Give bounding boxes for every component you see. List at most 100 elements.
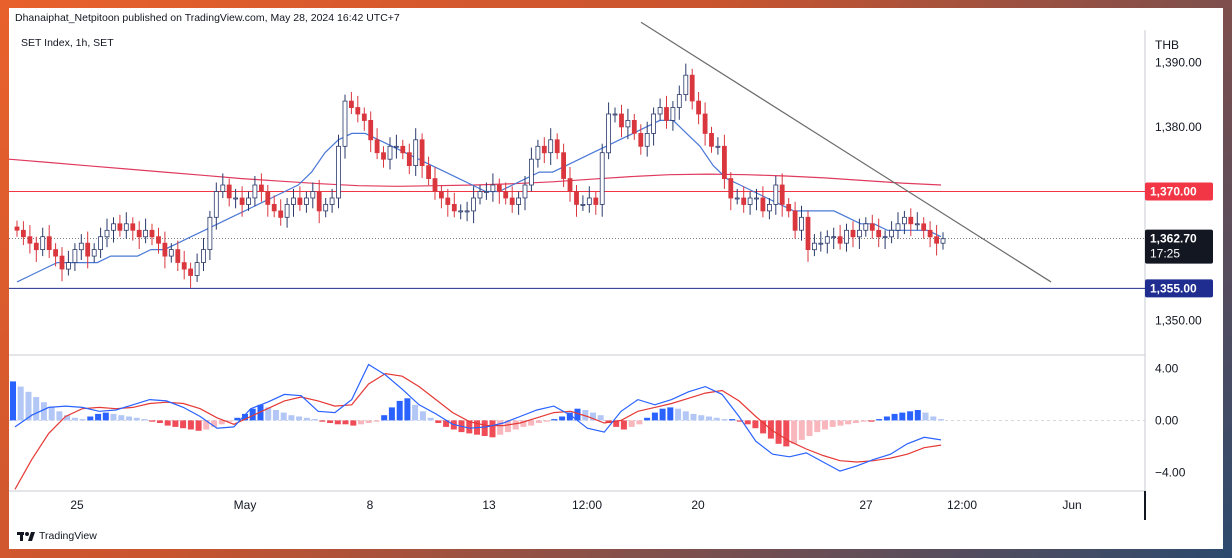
currency-label: THB [1155, 38, 1179, 52]
macd-histogram-bar [95, 413, 102, 421]
macd-histogram-bar [203, 420, 210, 430]
macd-histogram-bar [883, 416, 890, 421]
macd-histogram-bar [760, 420, 767, 434]
candle [123, 223, 129, 231]
candle [117, 223, 123, 231]
candle [271, 203, 277, 212]
macd-histogram-bar [736, 420, 743, 422]
candle [837, 236, 843, 244]
candle [336, 145, 341, 199]
chart-canvas[interactable]: THB 1,390.00 1,380.00 1,350.00 1,370.00 … [9, 8, 1223, 549]
candle [509, 197, 515, 205]
candle [246, 197, 251, 205]
candle [902, 216, 907, 225]
candle [162, 242, 168, 257]
macd-histogram-bar [783, 420, 790, 447]
macd-histogram-bar [87, 416, 94, 421]
candle [876, 229, 882, 238]
macd-histogram-bar [798, 420, 805, 440]
macd-histogram-bar [744, 420, 751, 425]
candle [644, 133, 650, 147]
time-tick-label: May [234, 498, 257, 512]
time-tick-label: 20 [691, 498, 705, 512]
candle [445, 197, 451, 205]
macd-histogram-bar [829, 420, 836, 427]
macd-histogram-bar [40, 402, 47, 421]
macd-histogram-bar [675, 408, 682, 421]
candle [46, 236, 52, 250]
macd-histogram-bar [559, 416, 566, 421]
candle [921, 223, 927, 231]
macd-tick-label: 0.00 [1155, 413, 1179, 427]
candle [529, 158, 534, 186]
macd-histogram-bar [698, 415, 705, 421]
candle [419, 139, 425, 167]
candle [496, 184, 502, 192]
macd-histogram-bar [860, 420, 867, 422]
macd-histogram-bar [265, 407, 272, 421]
trendline[interactable] [640, 21, 1052, 283]
candle [625, 120, 631, 128]
macd-histogram-bar [837, 420, 844, 426]
time-tick-label: 8 [367, 498, 374, 512]
candle [773, 184, 779, 205]
candle [522, 184, 528, 199]
macd-histogram-bar [419, 411, 426, 421]
candle [348, 100, 354, 108]
candle [130, 223, 136, 231]
macd-histogram-bar [729, 419, 736, 421]
time-tick-label: 13 [482, 498, 496, 512]
candle [670, 107, 676, 121]
macd-histogram-bar [899, 412, 906, 421]
macd-histogram-bar [528, 420, 535, 426]
macd-histogram-bar [388, 407, 395, 421]
candle [631, 120, 637, 134]
candle [451, 203, 457, 212]
candle [181, 262, 187, 270]
macd-line [14, 363, 942, 472]
macd-histogram-bar [706, 416, 712, 421]
macd-histogram-bar [412, 404, 419, 421]
tradingview-watermark[interactable]: TradingView [17, 530, 97, 542]
macd-histogram-bar [404, 398, 411, 421]
macd-histogram-bar [358, 420, 364, 425]
candle [927, 229, 933, 238]
macd-histogram-bar [288, 415, 295, 421]
tradingview-logo-icon [17, 532, 35, 541]
candle [406, 152, 412, 166]
time-tick-label: 27 [859, 498, 873, 512]
macd-histogram-bar [319, 420, 326, 422]
macd-histogram-bar [930, 416, 937, 421]
candle [715, 145, 721, 148]
macd-histogram-bar [907, 411, 914, 421]
last-price-label: 1,362.70 [1150, 232, 1197, 246]
ema-short-line [16, 119, 942, 283]
macd-histogram-bar [551, 419, 558, 421]
macd-histogram-bar [876, 419, 883, 421]
time-tick-label: 25 [70, 498, 84, 512]
macd-histogram-bar [211, 420, 218, 427]
candle [104, 229, 110, 238]
candle [33, 242, 39, 251]
symbol-legend[interactable]: SET Index, 1h, SET [21, 37, 114, 49]
support-price-label: 1,355.00 [1150, 281, 1197, 295]
candle [741, 197, 747, 205]
candle [258, 184, 264, 192]
candle [85, 242, 91, 257]
candle [548, 139, 554, 154]
candle [516, 197, 522, 205]
macd-histogram-bar [373, 420, 380, 422]
candle [812, 242, 817, 251]
candle [664, 107, 669, 121]
candle [503, 191, 509, 199]
macd-histogram-bar [48, 407, 55, 421]
candle [586, 197, 592, 205]
macd-histogram-bar [64, 415, 71, 421]
macd-histogram-bar [342, 420, 349, 425]
candle [722, 145, 727, 180]
candle [323, 203, 329, 212]
macd-tick-label: 4.00 [1155, 361, 1179, 375]
candle [188, 268, 194, 276]
macd-histogram-bar [690, 413, 697, 421]
candle [284, 203, 290, 218]
